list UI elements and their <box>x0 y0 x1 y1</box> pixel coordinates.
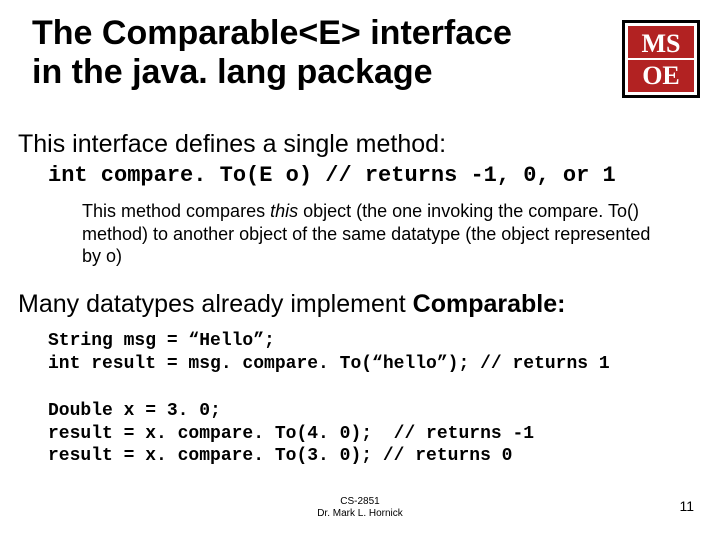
logo-bottom-text: OE <box>642 61 680 90</box>
desc-prefix: This method compares <box>82 201 270 221</box>
footer-author: Dr. Mark L. Hornick <box>317 508 403 519</box>
footer-course: CS-2851 <box>340 496 379 507</box>
code2-line2: int result = msg. compare. To(“hello”); … <box>48 354 610 374</box>
intro-text-1: This interface defines a single method: <box>18 130 446 159</box>
slide-title: The Comparable<E> interface in the java.… <box>32 14 592 92</box>
code3-line1: Double x = 3. 0; <box>48 401 221 421</box>
intro2-bold: Comparable: <box>413 290 566 318</box>
code3-line2: result = x. compare. To(4. 0); // return… <box>48 424 534 444</box>
intro-text-2: Many datatypes already implement Compara… <box>18 290 565 319</box>
code-example-double: Double x = 3. 0; result = x. compare. To… <box>48 400 534 468</box>
title-line-1: The Comparable<E> interface <box>32 14 512 52</box>
code-example-string: String msg = “Hello”; int result = msg. … <box>48 330 610 375</box>
code3-line3: result = x. compare. To(3. 0); // return… <box>48 446 512 466</box>
footer-center: CS-2851 Dr. Mark L. Hornick <box>0 496 720 520</box>
logo-top-text: MS <box>642 29 681 58</box>
desc-italic: this <box>270 201 298 221</box>
intro2-prefix: Many datatypes already implement <box>18 290 413 318</box>
slide: The Comparable<E> interface in the java.… <box>0 0 720 540</box>
page-number: 11 <box>679 498 694 514</box>
method-description: This method compares this object (the on… <box>82 200 652 268</box>
code2-line1: String msg = “Hello”; <box>48 331 275 351</box>
code-signature: int compare. To(E o) // returns -1, 0, o… <box>48 163 616 188</box>
msoe-logo: MS OE <box>622 20 700 98</box>
title-line-2: in the java. lang package <box>32 53 433 91</box>
